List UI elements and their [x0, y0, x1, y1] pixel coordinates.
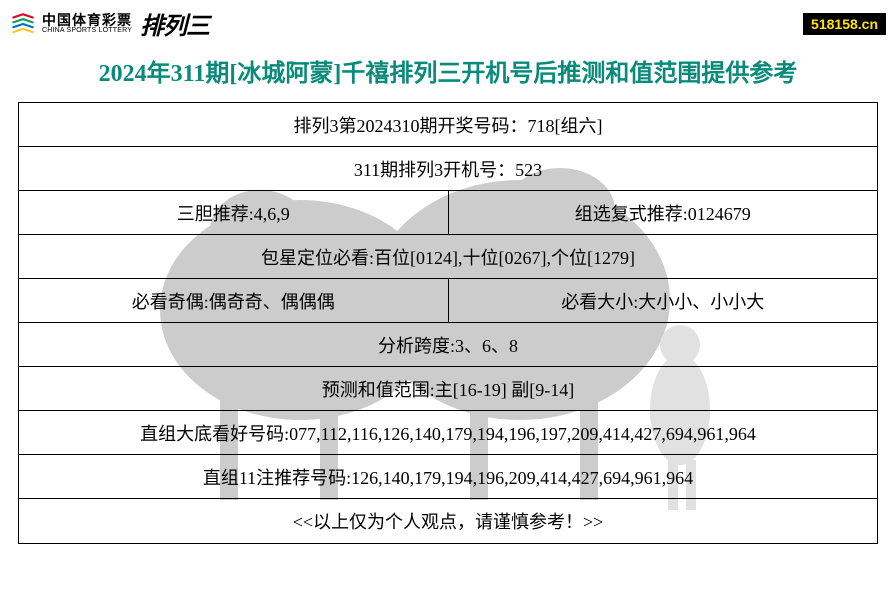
cell-disclaimer: <<以上仅为个人观点，请谨慎参考！>> [19, 499, 877, 543]
cell-big-small: 必看大小:大小小、小小大 [448, 279, 878, 322]
cell-group-combo: 组选复式推荐:0124679 [448, 191, 878, 234]
table-row: 必看奇偶:偶奇奇、偶偶偶 必看大小:大小小、小小大 [19, 279, 877, 323]
cell-11-picks: 直组11注推荐号码:126,140,179,194,196,209,414,42… [19, 455, 877, 498]
table-row: <<以上仅为个人观点，请谨慎参考！>> [19, 499, 877, 543]
table-row: 三胆推荐:4,6,9 组选复式推荐:0124679 [19, 191, 877, 235]
cell-machine-number: 311期排列3开机号：523 [19, 147, 877, 190]
table-row: 直组大底看好号码:077,112,116,126,140,179,194,196… [19, 411, 877, 455]
logo-en-text: CHINA SPORTS LOTTERY [42, 27, 132, 34]
table-row: 311期排列3开机号：523 [19, 147, 877, 191]
cell-star-position: 包星定位必看:百位[0124],十位[0267],个位[1279] [19, 235, 877, 278]
logo-title: 排列三 [140, 6, 209, 41]
data-table: 排列3第2024310期开奖号码：718[组六] 311期排列3开机号：523 … [18, 102, 878, 544]
table-row: 直组11注推荐号码:126,140,179,194,196,209,414,42… [19, 455, 877, 499]
site-badge: 518158.cn [803, 13, 886, 35]
table-row: 预测和值范围:主[16-19] 副[9-14] [19, 367, 877, 411]
cell-sum-range: 预测和值范围:主[16-19] 副[9-14] [19, 367, 877, 410]
cell-span: 分析跨度:3、6、8 [19, 323, 877, 366]
logo-block: 中国体育彩票 CHINA SPORTS LOTTERY 排列三 [10, 6, 209, 41]
cell-prev-draw: 排列3第2024310期开奖号码：718[组六] [19, 103, 877, 146]
page-title: 2024年311期[冰城阿蒙]千禧排列三开机号后推测和值范围提供参考 [0, 45, 896, 102]
lottery-logo-icon [10, 11, 36, 37]
cell-big-base: 直组大底看好号码:077,112,116,126,140,179,194,196… [19, 411, 877, 454]
logo-text: 中国体育彩票 CHINA SPORTS LOTTERY [42, 13, 132, 34]
table-row: 排列3第2024310期开奖号码：718[组六] [19, 103, 877, 147]
table-row: 包星定位必看:百位[0124],十位[0267],个位[1279] [19, 235, 877, 279]
cell-odd-even: 必看奇偶:偶奇奇、偶偶偶 [19, 279, 448, 322]
header: 中国体育彩票 CHINA SPORTS LOTTERY 排列三 518158.c… [0, 0, 896, 45]
logo-cn-text: 中国体育彩票 [42, 13, 132, 27]
cell-three-dan: 三胆推荐:4,6,9 [19, 191, 448, 234]
table-row: 分析跨度:3、6、8 [19, 323, 877, 367]
